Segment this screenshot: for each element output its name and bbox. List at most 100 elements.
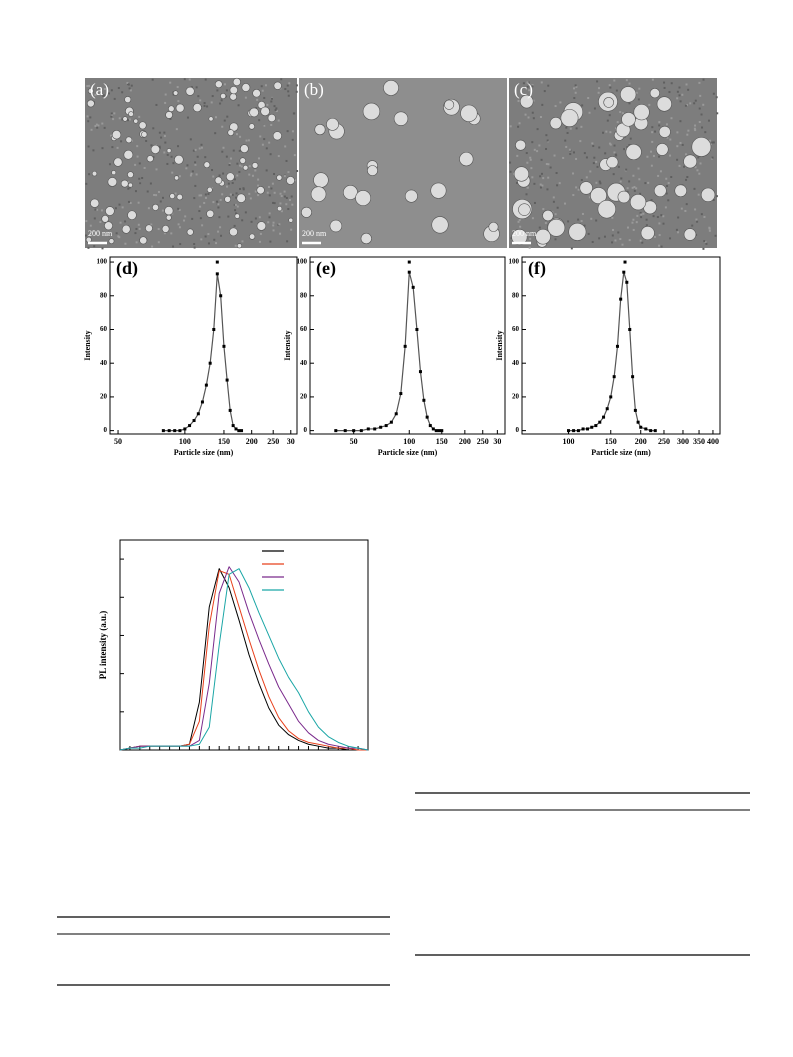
data-point bbox=[352, 429, 356, 433]
texture bbox=[87, 246, 90, 249]
texture bbox=[619, 180, 622, 183]
texture bbox=[197, 95, 200, 98]
texture bbox=[694, 99, 697, 102]
particle bbox=[176, 193, 183, 201]
texture bbox=[516, 154, 519, 157]
texture bbox=[554, 213, 557, 216]
texture bbox=[593, 107, 596, 110]
texture bbox=[583, 152, 586, 155]
particle bbox=[128, 111, 134, 117]
texture bbox=[186, 116, 189, 119]
texture bbox=[290, 228, 293, 231]
texture bbox=[158, 145, 161, 148]
texture bbox=[138, 115, 141, 118]
plot-frame bbox=[309, 256, 506, 435]
particle bbox=[165, 214, 172, 221]
texture bbox=[162, 196, 165, 199]
x-tick-label: 200 bbox=[635, 437, 647, 446]
texture bbox=[178, 226, 181, 229]
particle bbox=[226, 172, 235, 182]
particle bbox=[239, 157, 246, 164]
texture bbox=[669, 138, 672, 141]
texture bbox=[236, 174, 239, 177]
texture bbox=[526, 161, 529, 164]
texture bbox=[287, 90, 290, 93]
texture bbox=[680, 207, 683, 210]
texture bbox=[604, 152, 607, 155]
texture bbox=[648, 103, 651, 106]
texture bbox=[598, 87, 601, 90]
texture bbox=[204, 193, 207, 196]
texture bbox=[709, 139, 712, 142]
data-point bbox=[636, 420, 640, 424]
y-tick-label: 60 bbox=[512, 325, 520, 333]
texture bbox=[220, 234, 223, 237]
texture bbox=[149, 182, 152, 185]
texture bbox=[94, 208, 97, 211]
texture bbox=[236, 205, 239, 208]
texture bbox=[665, 177, 668, 180]
texture bbox=[285, 203, 288, 206]
texture bbox=[86, 115, 89, 118]
data-point bbox=[222, 344, 226, 348]
texture bbox=[670, 117, 673, 120]
texture bbox=[93, 217, 96, 220]
texture bbox=[665, 123, 668, 126]
particle bbox=[104, 221, 113, 231]
texture bbox=[221, 125, 224, 128]
texture bbox=[637, 98, 640, 101]
texture bbox=[526, 186, 529, 189]
data-point bbox=[567, 429, 571, 433]
data-point bbox=[219, 294, 223, 298]
data-point bbox=[183, 427, 187, 431]
data-point bbox=[585, 427, 589, 431]
texture bbox=[623, 148, 626, 151]
texture bbox=[572, 151, 575, 154]
texture bbox=[99, 221, 102, 224]
texture bbox=[115, 232, 118, 235]
texture bbox=[665, 192, 668, 195]
texture bbox=[163, 135, 166, 138]
texture bbox=[585, 156, 588, 159]
texture bbox=[268, 141, 271, 144]
texture bbox=[554, 105, 557, 108]
texture bbox=[254, 190, 257, 193]
texture bbox=[291, 138, 294, 141]
texture bbox=[203, 102, 206, 105]
texture bbox=[288, 82, 291, 85]
data-point bbox=[237, 429, 241, 433]
texture bbox=[207, 192, 210, 195]
texture bbox=[628, 102, 631, 105]
texture bbox=[220, 99, 223, 102]
texture bbox=[274, 108, 277, 111]
particle bbox=[85, 236, 92, 243]
texture bbox=[715, 96, 718, 99]
data-point bbox=[619, 297, 623, 301]
texture bbox=[676, 145, 679, 148]
particle bbox=[220, 93, 227, 100]
texture bbox=[248, 192, 251, 195]
texture bbox=[615, 89, 618, 92]
texture bbox=[599, 182, 602, 185]
texture bbox=[545, 147, 548, 150]
data-point bbox=[633, 408, 637, 412]
texture bbox=[280, 195, 283, 198]
data-point bbox=[631, 375, 635, 379]
texture bbox=[222, 146, 225, 149]
particle bbox=[105, 206, 115, 216]
texture bbox=[277, 155, 280, 158]
texture bbox=[612, 228, 615, 231]
texture bbox=[85, 234, 88, 237]
texture bbox=[539, 175, 542, 178]
texture bbox=[233, 203, 236, 206]
texture bbox=[194, 148, 197, 151]
texture bbox=[271, 182, 274, 185]
texture bbox=[236, 162, 239, 165]
data-point bbox=[437, 429, 441, 433]
texture bbox=[565, 126, 568, 129]
plot-frame bbox=[119, 539, 369, 751]
texture bbox=[92, 230, 95, 233]
texture bbox=[678, 164, 681, 167]
texture bbox=[184, 215, 187, 218]
texture bbox=[639, 192, 642, 195]
